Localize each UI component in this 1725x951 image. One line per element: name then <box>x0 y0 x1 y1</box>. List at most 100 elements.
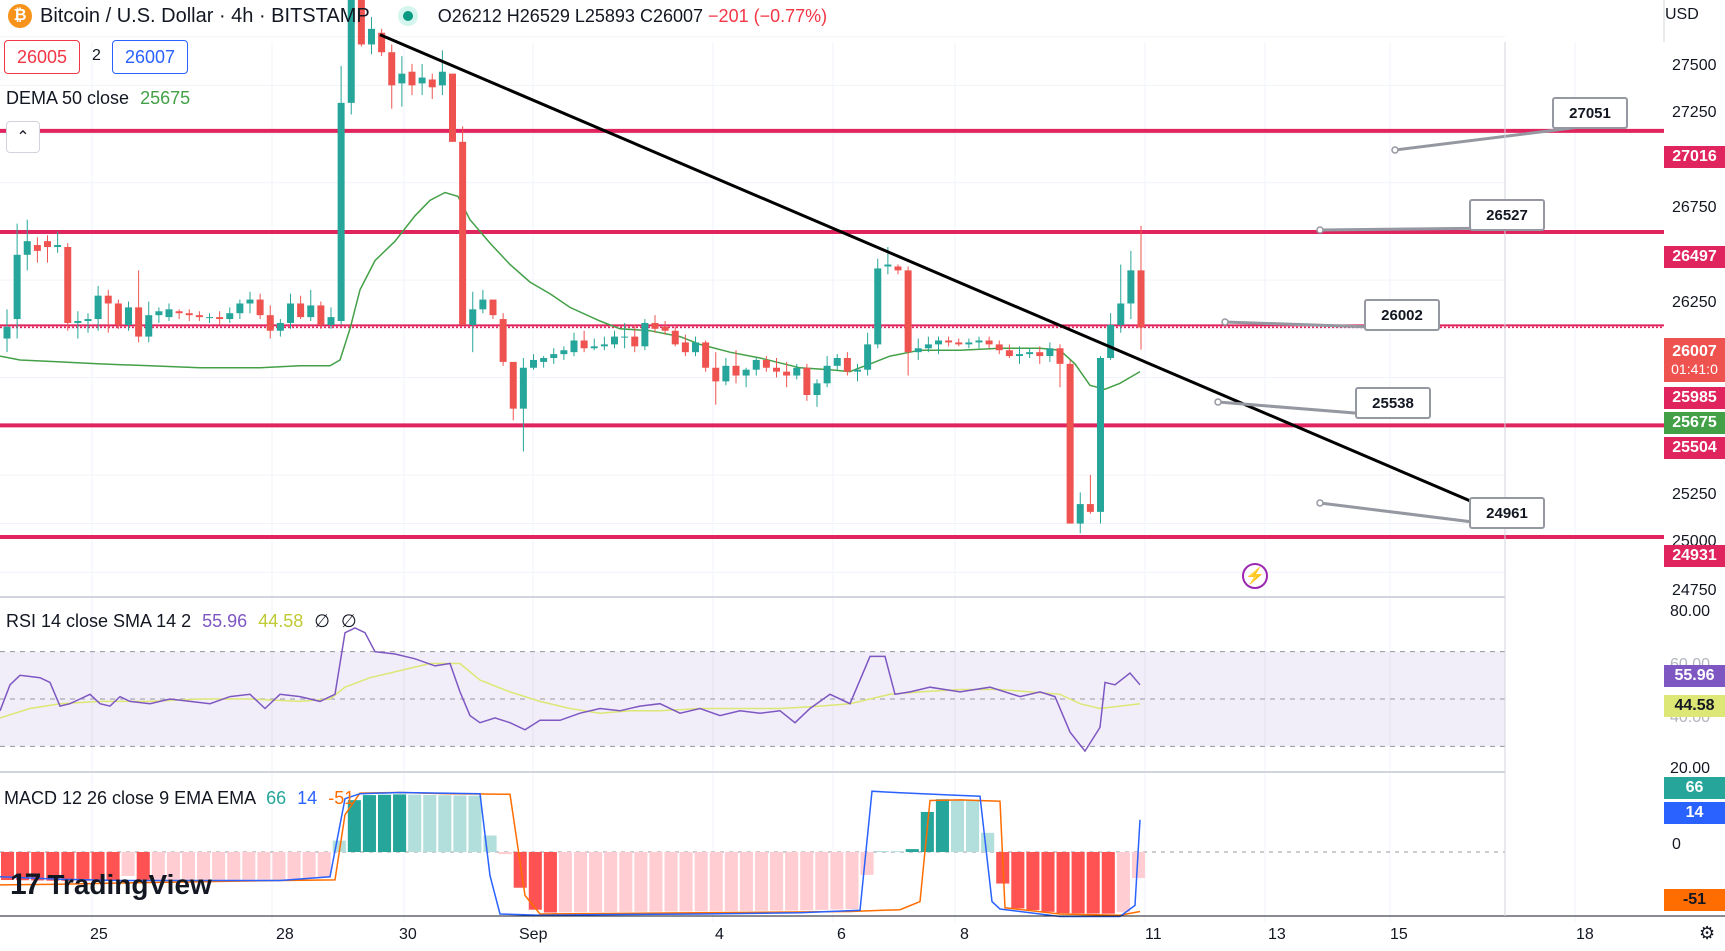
candle <box>347 0 355 115</box>
candle <box>1127 250 1135 320</box>
candle <box>1076 492 1084 534</box>
rsi-background <box>0 651 1505 853</box>
candle <box>570 332 578 357</box>
candle <box>631 324 639 353</box>
macd-histogram-bar <box>770 852 784 911</box>
macd-histogram-bar <box>31 852 45 881</box>
candle <box>773 358 780 378</box>
price-callout[interactable]: 25538 <box>1355 387 1431 419</box>
candle <box>671 326 679 347</box>
tradingview-logo[interactable]: 17 TradingView <box>10 868 212 902</box>
candle <box>44 235 51 263</box>
candle-body <box>145 315 153 337</box>
candle-body <box>13 254 21 320</box>
buy-button[interactable]: 26007 <box>112 40 188 74</box>
candle-body <box>236 303 244 314</box>
macd-histogram-bar <box>1131 852 1145 879</box>
candle-body <box>135 307 143 337</box>
callout-anchor <box>1316 499 1324 507</box>
candle-body <box>641 322 649 347</box>
macd-histogram-bar <box>121 852 135 876</box>
candle-body <box>854 369 861 372</box>
macd-histogram-bar <box>212 852 226 881</box>
symbol-header[interactable]: ₿ Bitcoin / U.S. Dollar · 4h · BITSTAMP … <box>0 0 827 32</box>
candle-body <box>206 317 213 319</box>
candle-body <box>1036 352 1044 357</box>
macd-histogram-bar <box>498 852 512 855</box>
candle <box>560 346 568 360</box>
macd-histogram-bar <box>830 852 844 910</box>
macd-histogram-bar <box>272 852 286 880</box>
candle-body <box>1117 303 1125 325</box>
candle-body <box>165 309 173 318</box>
candle <box>54 231 62 253</box>
dema-value: 25675 <box>140 88 191 108</box>
macd-histogram-bar <box>754 852 769 911</box>
sell-price: 26005 <box>16 46 68 67</box>
event-flash-icon[interactable]: ⚡ <box>1242 563 1268 589</box>
settings-icon[interactable]: ⚙ <box>1699 923 1716 943</box>
dema-legend[interactable]: DEMA 50 close 25675 <box>6 88 190 109</box>
price-callout[interactable]: 24961 <box>1469 497 1545 529</box>
candle-body <box>884 264 892 267</box>
price-callout[interactable]: 26527 <box>1469 199 1545 231</box>
candle <box>945 336 953 347</box>
last-price: 26007 <box>1672 343 1717 360</box>
trendline[interactable] <box>379 33 1506 518</box>
candle <box>965 338 973 349</box>
time-tick: 18 <box>1576 926 1594 943</box>
symbol-title[interactable]: Bitcoin / U.S. Dollar · 4h · BITSTAMP <box>40 4 370 27</box>
macd-histogram-bar <box>91 852 105 881</box>
candle <box>864 332 872 376</box>
candle-body <box>195 315 203 318</box>
rsi-extra-2: ∅ <box>340 611 357 631</box>
time-tick: 6 <box>837 926 846 943</box>
candle <box>1016 346 1023 364</box>
market-status-icon[interactable] <box>397 6 418 26</box>
time-tick: 25 <box>90 926 108 943</box>
time-tick: 4 <box>715 926 724 943</box>
macd-legend[interactable]: MACD 12 26 close 9 EMA EMA 66 14 -51 <box>4 788 354 809</box>
candle-body <box>914 348 922 353</box>
ohlc-change: −201 (−0.77%) <box>708 5 828 26</box>
macd-histogram-bar <box>589 852 603 913</box>
candle <box>793 363 801 380</box>
level-tag: 25504 <box>1664 437 1725 459</box>
candle <box>216 311 224 325</box>
price-callout[interactable]: 26002 <box>1364 299 1440 331</box>
rsi-legend[interactable]: RSI 14 close SMA 14 2 55.96 44.58 ∅ ∅ <box>6 611 357 632</box>
candle-body <box>985 340 993 345</box>
candle-body <box>732 365 740 376</box>
candle-body <box>945 340 953 343</box>
candle <box>418 63 426 96</box>
candle-body <box>74 321 82 323</box>
price-tick: 24750 <box>1672 582 1717 599</box>
candle <box>74 311 82 339</box>
candle <box>1097 356 1104 524</box>
price-tick: 27500 <box>1672 57 1717 74</box>
pane-frames <box>0 0 1725 917</box>
candle <box>195 311 203 322</box>
sell-button[interactable]: 26005 <box>4 40 80 74</box>
price-tick: 27250 <box>1672 104 1717 121</box>
candle-body <box>357 0 365 45</box>
collapse-legend-button[interactable]: ⌃ <box>6 121 40 153</box>
time-tick: 30 <box>399 926 417 943</box>
candle-body <box>155 311 163 316</box>
candle-body <box>631 336 639 347</box>
macd-histogram-bar <box>317 852 331 878</box>
candle <box>550 348 558 364</box>
candle-body <box>560 350 568 355</box>
currency-label[interactable]: USD <box>1665 6 1699 23</box>
candle-body <box>702 342 710 368</box>
macd-hist-value: 66 <box>266 788 287 808</box>
macd-signal-tag: -51 <box>1664 889 1725 911</box>
candle <box>823 356 831 388</box>
bar-countdown: 01:41:0 <box>1671 361 1718 377</box>
candle <box>479 289 487 314</box>
macd-histogram-bar <box>528 852 542 910</box>
candle-body <box>762 359 770 368</box>
candle <box>742 367 750 388</box>
price-callout[interactable]: 27051 <box>1552 97 1628 129</box>
candle-body <box>125 307 132 325</box>
